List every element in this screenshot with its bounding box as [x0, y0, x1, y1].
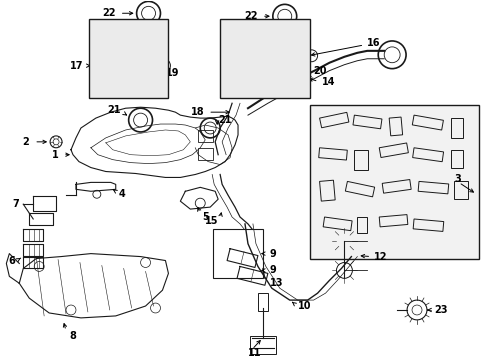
Text: 3: 3 — [454, 175, 461, 184]
Text: 21: 21 — [218, 115, 231, 125]
Bar — [213, 229, 263, 278]
Text: 17: 17 — [70, 61, 84, 71]
Bar — [412, 148, 443, 162]
Bar — [198, 130, 213, 142]
Bar — [379, 215, 407, 227]
Bar — [450, 118, 462, 138]
Text: 22: 22 — [102, 8, 116, 18]
Bar — [101, 59, 119, 78]
Bar — [319, 180, 334, 201]
Text: 13: 13 — [269, 278, 283, 288]
Bar — [309, 105, 478, 258]
Text: 20: 20 — [313, 66, 326, 76]
Text: 5: 5 — [202, 212, 208, 222]
Bar — [318, 148, 346, 160]
Bar — [379, 143, 407, 158]
Text: 16: 16 — [366, 38, 380, 48]
Bar — [453, 181, 467, 199]
Text: 6: 6 — [9, 256, 15, 266]
Bar — [388, 117, 402, 136]
Text: 11: 11 — [247, 347, 261, 357]
Text: 21: 21 — [107, 105, 121, 115]
Text: 10: 10 — [297, 301, 310, 311]
Text: 15: 15 — [204, 216, 218, 226]
Text: 14: 14 — [321, 77, 334, 87]
Text: 1: 1 — [52, 150, 59, 160]
Bar — [222, 34, 232, 73]
Bar — [89, 19, 168, 98]
Bar — [319, 112, 348, 128]
Bar — [354, 150, 367, 170]
Bar — [345, 181, 374, 197]
Bar — [323, 217, 351, 231]
Bar — [352, 115, 381, 129]
Bar — [411, 115, 443, 130]
Bar — [417, 181, 448, 194]
Bar — [412, 219, 443, 231]
Text: 12: 12 — [373, 252, 387, 262]
Bar — [450, 150, 462, 167]
Bar — [198, 148, 213, 159]
Text: 7: 7 — [13, 199, 19, 209]
Text: 4: 4 — [119, 189, 125, 199]
Bar — [357, 217, 366, 233]
Bar — [249, 336, 275, 354]
Text: 2: 2 — [22, 137, 29, 147]
Bar — [257, 293, 267, 311]
Text: 9: 9 — [269, 265, 276, 275]
Text: 8: 8 — [69, 331, 76, 341]
Bar — [220, 19, 309, 98]
Text: 18: 18 — [190, 107, 204, 117]
Text: 23: 23 — [433, 305, 447, 315]
Bar — [266, 35, 280, 57]
Text: 19: 19 — [165, 68, 179, 78]
Text: 22: 22 — [244, 11, 257, 21]
Bar — [125, 82, 142, 96]
Bar — [247, 31, 285, 85]
Bar — [251, 35, 264, 57]
Bar — [382, 180, 410, 193]
Text: 9: 9 — [269, 249, 276, 258]
